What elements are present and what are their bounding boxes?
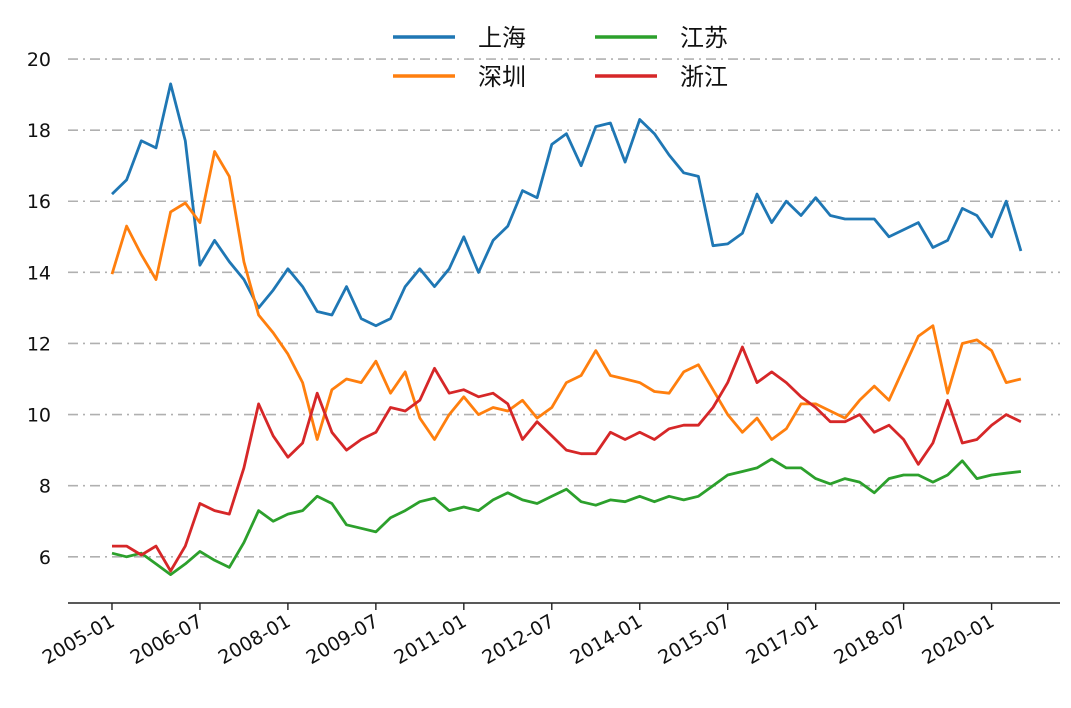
x-tick-label: 2015-07 xyxy=(654,610,734,669)
y-tick-label: 6 xyxy=(39,547,51,569)
series-line-1 xyxy=(111,457,1022,576)
y-tick-label: 8 xyxy=(39,476,51,498)
x-tick-label: 2014-01 xyxy=(566,610,646,669)
y-tick-label: 16 xyxy=(27,191,51,213)
series-line-0 xyxy=(111,82,1023,328)
x-tick-label: 2017-01 xyxy=(742,610,822,669)
y-axis-ticks: 6 8 10 12 14 16 18 20 xyxy=(27,49,51,569)
x-tick-label: 2020-01 xyxy=(918,610,998,669)
y-tick-label: 10 xyxy=(27,405,51,427)
legend-label: 上海 xyxy=(478,24,526,52)
x-tick-label: 2011-01 xyxy=(391,610,471,669)
legend-entry: 上海 xyxy=(393,24,526,52)
legend-entry: 浙江 xyxy=(595,63,728,91)
y-tick-label: 14 xyxy=(27,262,51,284)
series-line-2 xyxy=(110,150,1022,441)
y-tick-label: 18 xyxy=(27,120,51,142)
x-axis-ticks: 2005-01 2006-07 2008-01 2009-07 2011-01 2012-… xyxy=(39,603,998,669)
legend-label: 深圳 xyxy=(478,63,526,91)
y-gridlines xyxy=(68,58,1060,558)
x-tick-label: 2005-01 xyxy=(39,610,119,669)
x-tick-label: 2012-07 xyxy=(479,610,559,669)
x-tick-label: 2009-07 xyxy=(303,610,383,669)
legend-entry: 江苏 xyxy=(595,24,728,52)
y-tick-label: 12 xyxy=(27,333,51,355)
legend-label: 浙江 xyxy=(680,63,728,91)
y-tick-label: 20 xyxy=(27,49,51,71)
x-tick-label: 2008-01 xyxy=(215,610,295,669)
x-tick-label: 2018-07 xyxy=(830,610,910,669)
x-tick-label: 2006-07 xyxy=(127,610,207,669)
legend-entry: 深圳 xyxy=(393,63,526,91)
legend: 上海 江苏 深圳 浙江 xyxy=(393,24,728,91)
series-line-3 xyxy=(112,345,1022,573)
series-lines xyxy=(110,82,1023,576)
legend-label: 江苏 xyxy=(680,24,728,52)
